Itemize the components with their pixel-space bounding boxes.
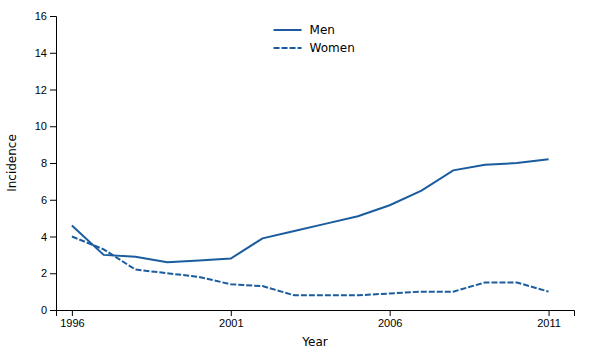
tick-mark <box>72 310 73 316</box>
tick-mark <box>50 126 56 127</box>
tick-mark <box>50 237 56 238</box>
tick: 0 <box>41 304 56 316</box>
legend: Men Women <box>274 23 355 55</box>
tick: 6 <box>41 194 56 206</box>
tick-label: 12 <box>35 84 47 96</box>
tick: 2011 <box>537 310 561 329</box>
y-axis: 0 2 4 6 8 10 12 14 16 <box>35 10 57 316</box>
tick-label: 2006 <box>378 317 402 329</box>
tick: 4 <box>41 231 56 243</box>
tick-label: 4 <box>41 231 47 243</box>
tick: 2006 <box>378 310 402 329</box>
legend-label: Men <box>310 23 335 37</box>
legend-label: Women <box>310 41 355 55</box>
tick-mark <box>50 53 56 54</box>
tick-label: 2 <box>41 267 47 279</box>
x-axis-title: Year <box>301 335 327 349</box>
tick-label: 1996 <box>60 317 84 329</box>
tick-label: 16 <box>35 10 47 22</box>
lines <box>72 159 549 295</box>
tick-label: 2011 <box>537 317 561 329</box>
x-axis: 1996 2001 2006 2011 <box>57 310 575 329</box>
tick-mark <box>50 16 56 17</box>
tick: 10 <box>35 120 56 132</box>
tick: 12 <box>35 84 56 96</box>
tick-mark <box>50 200 56 201</box>
tick: 2001 <box>219 310 243 329</box>
legend-item: Men <box>274 23 335 37</box>
legend-swatch <box>274 47 302 49</box>
tick: 8 <box>41 157 56 169</box>
tick-mark <box>50 90 56 91</box>
series-line <box>72 237 549 296</box>
tick-mark <box>50 163 56 164</box>
plot: 1996 2001 2006 2011 0 2 4 6 8 10 12 14 16 Men Women <box>35 10 575 329</box>
tick-label: 14 <box>35 47 47 59</box>
tick-label: 8 <box>41 157 47 169</box>
tick-mark <box>50 310 56 311</box>
series-line <box>72 159 549 262</box>
legend-swatch <box>274 29 302 31</box>
tick-mark <box>390 310 391 316</box>
tick-mark <box>231 310 232 316</box>
tick: 16 <box>35 10 56 22</box>
tick: 1996 <box>60 310 84 329</box>
tick-mark <box>50 273 56 274</box>
legend-item: Women <box>274 41 355 55</box>
axis-line <box>57 311 575 317</box>
tick-label: 10 <box>35 120 47 132</box>
y-axis-title: Incidence <box>5 134 19 192</box>
tick-label: 6 <box>41 194 47 206</box>
chart: 1996 2001 2006 2011 0 2 4 6 8 10 12 14 16 Men Women Yea… <box>0 0 592 354</box>
tick: 14 <box>35 47 56 59</box>
tick: 2 <box>41 267 56 279</box>
tick-label: 2001 <box>219 317 243 329</box>
tick-label: 0 <box>41 304 47 316</box>
axis-line <box>50 17 57 311</box>
tick-mark <box>549 310 550 316</box>
